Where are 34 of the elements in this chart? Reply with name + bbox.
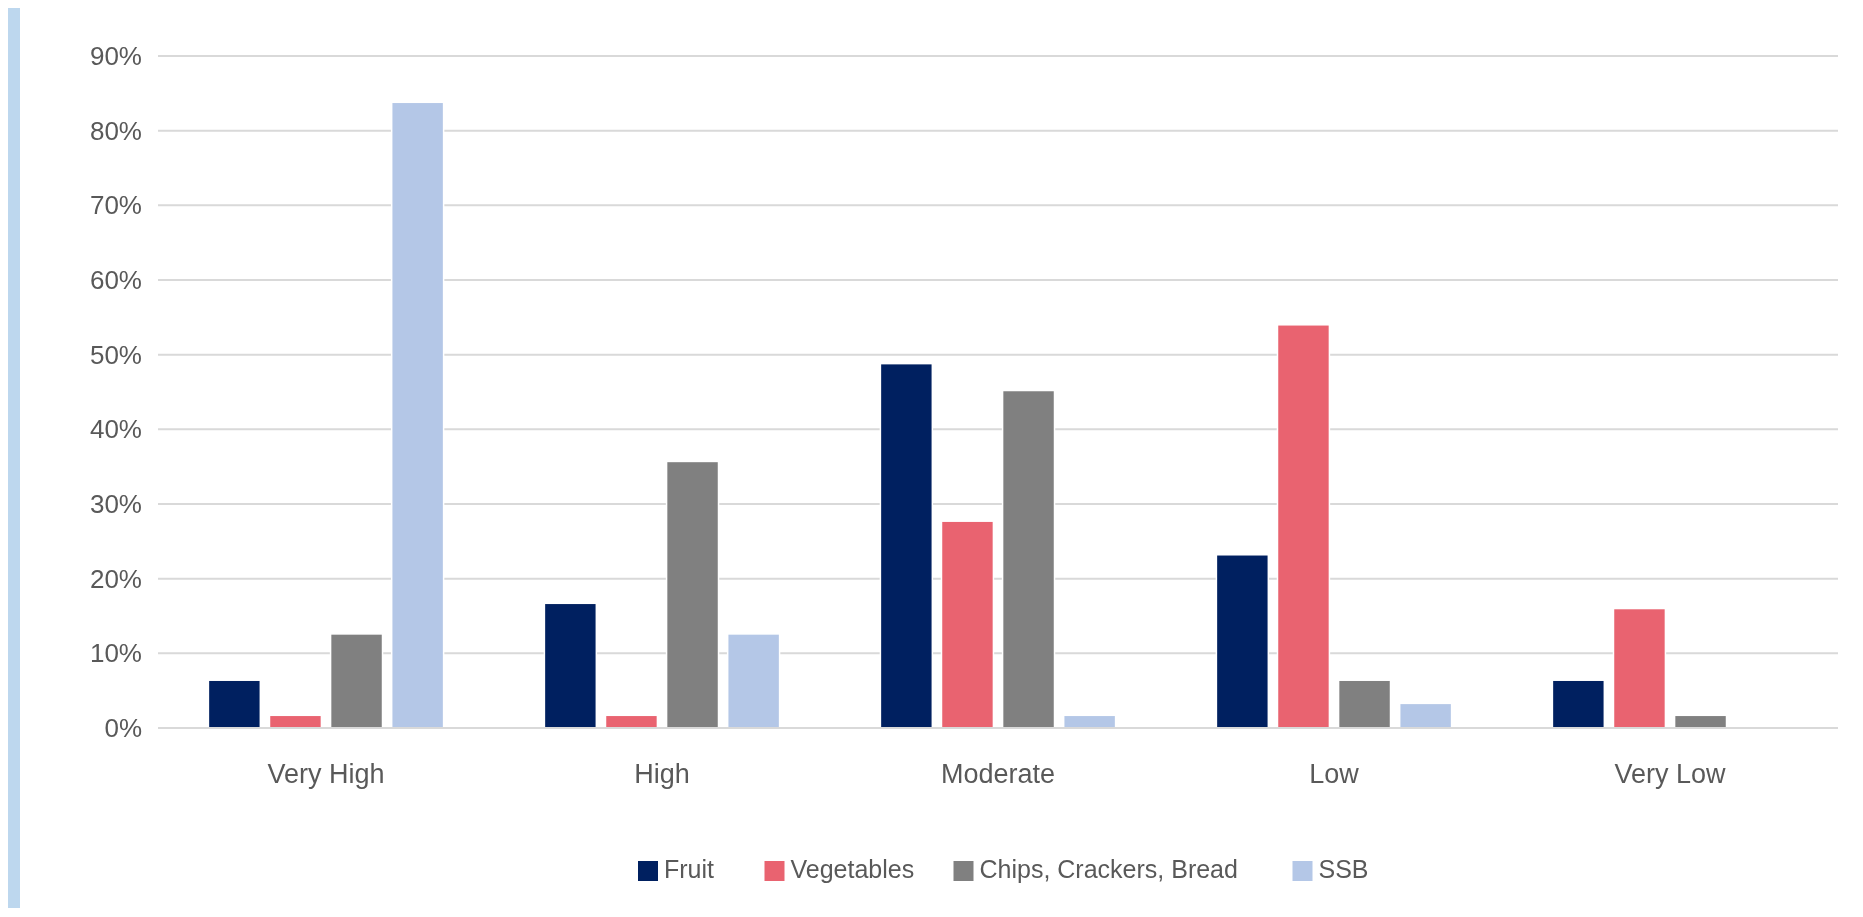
bar — [1276, 324, 1331, 729]
bar — [207, 679, 262, 729]
x-tick-label: High — [634, 759, 690, 789]
bar — [1215, 554, 1270, 729]
x-tick-label: Very Low — [1614, 759, 1727, 789]
y-tick-label: 70% — [89, 190, 142, 221]
y-tick-label: 60% — [89, 265, 142, 296]
legend-label: SSB — [1318, 855, 1369, 883]
bar — [329, 633, 384, 729]
x-tick-label: Very High — [267, 759, 385, 789]
bar — [1612, 607, 1667, 729]
bar — [1398, 702, 1453, 729]
bar — [1337, 679, 1392, 729]
bar — [1551, 679, 1606, 729]
legend-label: Fruit — [664, 855, 715, 883]
x-tick-label: Low — [1309, 759, 1360, 789]
y-tick-label: 20% — [89, 563, 142, 594]
bar — [543, 602, 598, 729]
bar — [390, 101, 445, 729]
y-tick-label: 90% — [89, 41, 142, 72]
bar — [665, 460, 720, 729]
y-tick-label: 80% — [89, 115, 142, 146]
bar — [879, 362, 934, 729]
y-tick-label: 10% — [89, 638, 142, 669]
bar — [940, 520, 995, 729]
x-tick-label: Moderate — [940, 759, 1056, 789]
legend-label: Chips, Crackers, Bread — [979, 855, 1238, 883]
y-tick-label: 50% — [89, 339, 142, 370]
legend-label: Vegetables — [790, 855, 915, 883]
bar — [726, 633, 781, 729]
y-tick-label: 0% — [104, 713, 142, 744]
y-tick-label: 30% — [89, 489, 142, 520]
bar — [1001, 389, 1056, 729]
y-tick-label: 40% — [89, 414, 142, 445]
